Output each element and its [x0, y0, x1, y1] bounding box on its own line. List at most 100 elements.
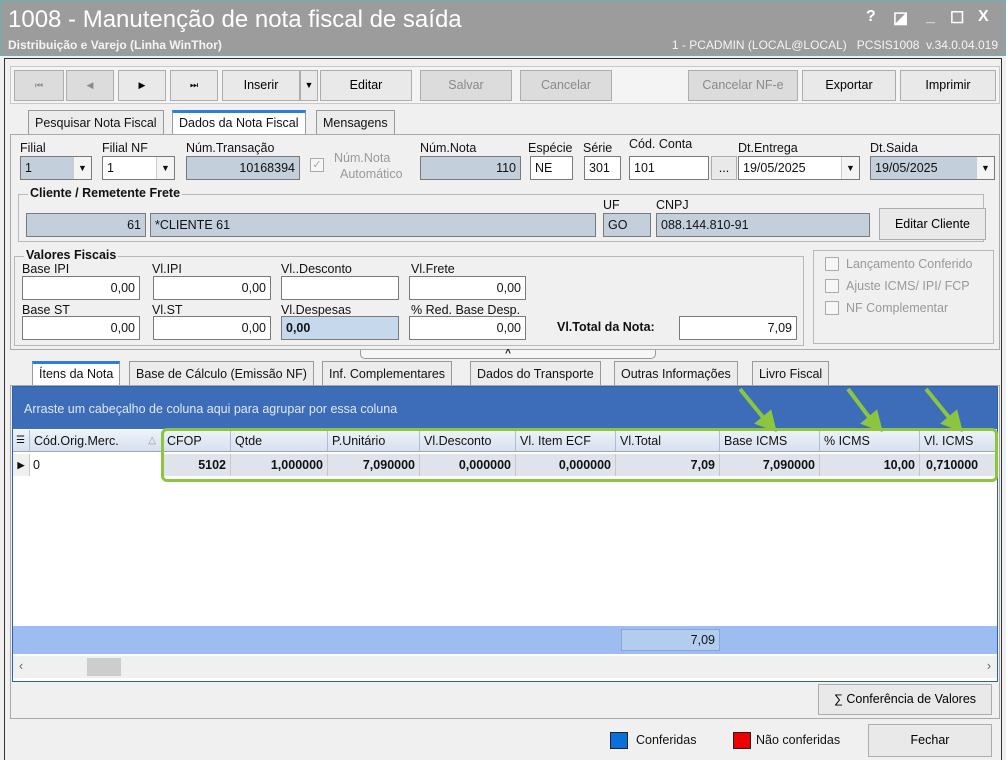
serie-field[interactable]: 301 [584, 156, 621, 180]
tab-dados-nota[interactable]: Dados da Nota Fiscal [172, 110, 306, 134]
window-subtitle: Distribuição e Varejo (Linha WinThor) [8, 38, 222, 52]
tab-livro-fiscal[interactable]: Livro Fiscal [752, 361, 830, 385]
column-header[interactable]: Vl. ICMS [920, 430, 997, 451]
grid-header: ☰ Cód.Orig.Merc. △ CFOP Qtde P.Unitário V… [13, 430, 997, 452]
vl-despesas-label: Vl.Despesas [281, 303, 352, 317]
dt-entrega-field[interactable]: 19/05/2025 ▼ [738, 156, 860, 180]
num-nota-auto-checkbox[interactable]: ✓ [310, 158, 324, 172]
cancel-button[interactable]: Cancelar [520, 70, 612, 101]
chevron-down-icon[interactable]: ▼ [841, 157, 859, 179]
nf-complementar-label: NF Complementar [846, 301, 949, 315]
insert-button[interactable]: Inserir [222, 70, 300, 101]
chevron-down-icon[interactable]: ▼ [156, 157, 174, 179]
cell[interactable]: 7,09 [616, 454, 720, 476]
close-button[interactable]: Fechar [868, 724, 992, 757]
uf-label: UF [603, 198, 620, 212]
cell[interactable]: 5102 [163, 454, 231, 476]
filial-nf-select[interactable]: 1 ▼ [102, 156, 175, 180]
close-window-button[interactable]: X [978, 8, 989, 25]
restore-alt-button[interactable]: ◪ [893, 10, 909, 27]
column-header[interactable]: P.Unitário [328, 430, 420, 451]
filial-select[interactable]: 1 ▼ [20, 156, 92, 180]
column-header[interactable]: Vl. Item ECF [516, 430, 616, 451]
nf-complementar-checkbox[interactable] [825, 301, 839, 315]
conferencia-valores-button[interactable]: ∑ Conferência de Valores [818, 684, 992, 715]
options-group [813, 250, 994, 344]
vl-st-field[interactable]: 0,00 [153, 316, 271, 340]
legend-conferidas: Conferidas [636, 733, 697, 747]
vl-desconto-field[interactable] [281, 276, 399, 300]
column-header[interactable]: Base ICMS [720, 430, 820, 451]
base-st-field[interactable]: 0,00 [22, 316, 140, 340]
vl-frete-label: Vl.Frete [411, 262, 455, 276]
print-button[interactable]: Imprimir [900, 70, 996, 101]
tab-outras-informacoes[interactable]: Outras Informações [614, 361, 738, 385]
arrowhead-icon [754, 409, 777, 433]
red-base-field[interactable]: 0,00 [409, 316, 526, 340]
grid-footer [13, 626, 997, 654]
tab-base-calculo[interactable]: Base de Cálculo (Emissão NF) [129, 361, 314, 385]
row-indicator-icon: ▶ [13, 454, 30, 476]
last-record-button[interactable]: ⏭ [170, 70, 218, 101]
cell[interactable]: 0 [30, 454, 163, 476]
help-button[interactable]: ? [866, 8, 876, 25]
maximize-button[interactable]: ☐ [950, 10, 965, 27]
vl-despesas-field[interactable]: 0,00 [281, 316, 399, 340]
tab-itens-nota[interactable]: Ítens da Nota [32, 361, 121, 385]
arrowhead-icon [860, 409, 883, 433]
first-record-button[interactable]: ⏮ [14, 70, 64, 101]
cell[interactable]: 0,000000 [516, 454, 616, 476]
column-header[interactable]: Vl.Total [616, 430, 720, 451]
valores-group-title: Valores Fiscais [24, 248, 119, 262]
especie-field[interactable]: NE [530, 156, 573, 180]
column-chooser-icon[interactable]: ☰ [13, 430, 30, 451]
scroll-left-icon[interactable]: ‹ [19, 659, 24, 673]
cell[interactable]: 10,00 [820, 454, 920, 476]
tab-mensagens[interactable]: Mensagens [316, 110, 395, 134]
cell[interactable]: 7,090000 [328, 454, 420, 476]
vl-st-label: Vl.ST [152, 303, 183, 317]
vl-desconto-label: Vl..Desconto [281, 262, 352, 276]
horizontal-scrollbar[interactable]: ‹ › [13, 656, 997, 678]
tab-pesquisar[interactable]: Pesquisar Nota Fiscal [28, 110, 164, 134]
tab-inf-complementares[interactable]: Inf. Complementares [322, 361, 453, 385]
column-header[interactable]: Qtde [231, 430, 328, 451]
insert-dropdown-button[interactable]: ▼ [300, 70, 318, 101]
cell[interactable]: 1,000000 [231, 454, 328, 476]
chevron-down-icon[interactable]: ▼ [73, 157, 91, 179]
num-nota-auto-label-1: Núm.Nota [334, 151, 391, 165]
cell[interactable]: 0,000000 [420, 454, 516, 476]
splitter-handle[interactable]: ^ [360, 349, 656, 359]
table-row[interactable]: ▶ 0 5102 1,000000 7,090000 0,000000 0,00… [13, 454, 997, 476]
minimize-button[interactable]: _ [926, 8, 935, 25]
next-record-button[interactable]: ▶ [118, 70, 166, 101]
dt-saida-field[interactable]: 19/05/2025 ▼ [870, 156, 995, 180]
scroll-thumb[interactable] [87, 658, 121, 676]
scroll-right-icon[interactable]: › [986, 659, 991, 673]
column-header[interactable]: Vl.Desconto [420, 430, 516, 451]
column-header[interactable]: Cód.Orig.Merc. △ [30, 430, 163, 451]
column-header[interactable]: % ICMS [820, 430, 920, 451]
previous-record-button[interactable]: ◀ [66, 70, 114, 101]
base-ipi-label: Base IPI [22, 262, 70, 276]
vl-ipi-field[interactable]: 0,00 [153, 276, 271, 300]
tab-dados-transporte[interactable]: Dados do Transporte [470, 361, 601, 385]
cell[interactable]: 7,090000 [720, 454, 820, 476]
cod-conta-lookup-button[interactable]: ... [711, 156, 737, 180]
cell[interactable]: 0,710000 [920, 454, 997, 476]
column-header[interactable]: CFOP [163, 430, 231, 451]
lancamento-conferido-checkbox[interactable] [825, 257, 839, 271]
cancel-nfe-button[interactable]: Cancelar NF-e [688, 70, 798, 101]
cod-conta-field[interactable]: 101 [629, 156, 709, 180]
save-button[interactable]: Salvar [420, 70, 512, 101]
ajuste-icms-checkbox[interactable] [825, 279, 839, 293]
edit-button[interactable]: Editar [320, 70, 412, 101]
export-button[interactable]: Exportar [802, 70, 896, 101]
cliente-code-field: 61 [26, 213, 146, 237]
vl-frete-field[interactable]: 0,00 [409, 276, 526, 300]
chevron-down-icon[interactable]: ▼ [976, 157, 994, 179]
filial-label: Filial [20, 141, 46, 155]
num-nota-field: 110 [420, 156, 521, 180]
edit-client-button[interactable]: Editar Cliente [879, 208, 986, 240]
base-ipi-field[interactable]: 0,00 [22, 276, 140, 300]
